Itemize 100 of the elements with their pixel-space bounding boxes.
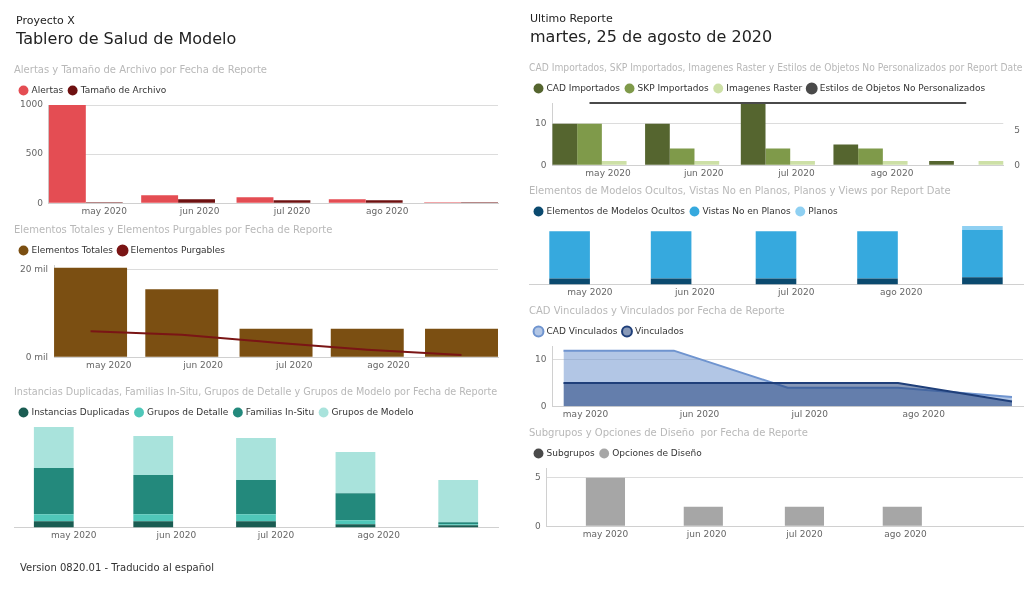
- legend-label: CAD Importados: [546, 82, 621, 93]
- bar: [549, 278, 590, 285]
- text: Tablero de Salud de Modelo: [16, 29, 238, 48]
- bar: [33, 514, 74, 522]
- legend-label: Vistas No en Planos: [702, 205, 792, 216]
- text: Ultimo Reporte: [530, 12, 614, 25]
- bar: [962, 226, 1003, 231]
- legend-label: Subgrupos: [546, 447, 595, 458]
- y-tick-label: 10: [535, 118, 547, 129]
- bar: [857, 278, 898, 285]
- bar: [236, 514, 276, 522]
- bar: [133, 475, 174, 515]
- x-tick-label: may 2020: [567, 286, 613, 297]
- x-tick-label: ago 2020: [870, 167, 914, 178]
- bar: [335, 520, 376, 525]
- bar: [133, 436, 174, 476]
- x-tick-label: jul 2020: [777, 286, 815, 297]
- bar: [330, 328, 404, 357]
- x-tick-label: may 2020: [50, 529, 97, 540]
- legend-label: Instancias Duplicadas: [31, 406, 130, 417]
- bar: [328, 199, 366, 203]
- legend-label: Familias In-Situ: [245, 406, 315, 417]
- chart-title: Subgrupos y Opciones de Diseño por Fecha de Reporte: [529, 426, 808, 438]
- y-tick-label: 1000: [20, 99, 44, 110]
- y-tick-label: 10: [535, 354, 547, 365]
- bar: [962, 277, 1003, 285]
- y-tick-label: 0 mil: [25, 351, 49, 362]
- x-tick-label: jul 2020: [256, 529, 295, 540]
- bar: [549, 231, 590, 279]
- x-tick-label: jul 2020: [777, 167, 815, 178]
- x-tick-label: jul 2020: [275, 359, 313, 370]
- x-tick-label: ago 2020: [357, 529, 401, 540]
- x-tick-label: jun 2020: [155, 529, 197, 540]
- x-tick-label: may 2020: [562, 408, 609, 419]
- legend-label: Grupos de Modelo: [331, 406, 414, 417]
- legend-label: Opciones de Diseño: [612, 447, 703, 458]
- bar: [33, 521, 74, 528]
- x-tick-label: may 2020: [582, 528, 629, 539]
- bar: [765, 148, 791, 165]
- text: Proyecto X: [16, 14, 76, 27]
- bar: [133, 521, 174, 528]
- bar: [740, 103, 766, 165]
- legend-label: Planos: [808, 205, 838, 216]
- bar: [438, 480, 479, 523]
- text: martes, 25 de agosto de 2020: [530, 27, 774, 46]
- chart-title: CAD Vinculados y Vinculados por Fecha de Reporte: [529, 304, 785, 316]
- bar: [236, 521, 276, 528]
- x-tick-label: jun 2020: [685, 528, 727, 539]
- bar: [236, 480, 276, 515]
- x-tick-label: jul 2020: [785, 528, 823, 539]
- x-tick-label: jun 2020: [182, 359, 224, 370]
- x-tick-label: ago 2020: [884, 528, 928, 539]
- legend-label: Imagenes Raster: [726, 82, 803, 93]
- legend-label: Elementos de Modelos Ocultos: [546, 205, 686, 216]
- bar: [236, 438, 276, 481]
- legend-label: Tamaño de Archivo: [79, 84, 167, 95]
- y-tick-label: 0: [37, 197, 44, 208]
- bar: [236, 197, 274, 203]
- legend-label: Estilos de Objetos No Personalizados: [819, 82, 986, 93]
- x-tick-label: jul 2020: [272, 205, 311, 216]
- legend-label: Vinculados: [634, 325, 685, 336]
- bar: [273, 200, 311, 203]
- bar: [650, 278, 692, 285]
- bar: [755, 231, 797, 279]
- bar: [577, 123, 602, 165]
- bar: [650, 231, 692, 279]
- bar: [141, 195, 179, 203]
- y2-tick-label: 0: [1014, 159, 1021, 170]
- bar: [33, 427, 74, 469]
- y-tick-label: 0: [540, 400, 547, 411]
- chart-title: Instancias Duplicadas, Familias In-Situ, Grupos de Detalle y Grupos de Modelo por Fecha de Reporte: [14, 385, 498, 397]
- bar: [145, 289, 219, 357]
- x-tick-label: may 2020: [86, 359, 132, 370]
- bar: [178, 199, 216, 203]
- bar: [601, 161, 627, 165]
- bar: [669, 148, 695, 165]
- legend-label: CAD Vinculados: [546, 325, 618, 336]
- bar: [790, 161, 815, 165]
- x-tick-label: jul 2020: [790, 408, 829, 419]
- legend-label: Elementos Totales: [31, 244, 114, 255]
- bar: [882, 161, 908, 165]
- y2-tick-label: 5: [1014, 124, 1021, 135]
- bar: [335, 452, 376, 494]
- bar: [858, 148, 883, 165]
- x-tick-label: jun 2020: [682, 167, 724, 178]
- y-tick-label: 500: [25, 148, 44, 159]
- bar: [239, 328, 313, 357]
- bar: [552, 123, 578, 165]
- legend-label: SKP Importados: [637, 82, 710, 93]
- x-tick-label: ago 2020: [902, 408, 946, 419]
- x-tick-label: jun 2020: [678, 408, 720, 419]
- bar: [857, 231, 898, 279]
- text: Version 0820.01 - Traducido al español: [20, 562, 215, 573]
- bar: [33, 468, 74, 515]
- bar: [978, 161, 1004, 165]
- y-tick-label: 0: [534, 520, 541, 531]
- bar: [335, 524, 376, 528]
- bar: [833, 144, 859, 165]
- x-tick-label: may 2020: [81, 205, 128, 216]
- bar: [335, 493, 376, 521]
